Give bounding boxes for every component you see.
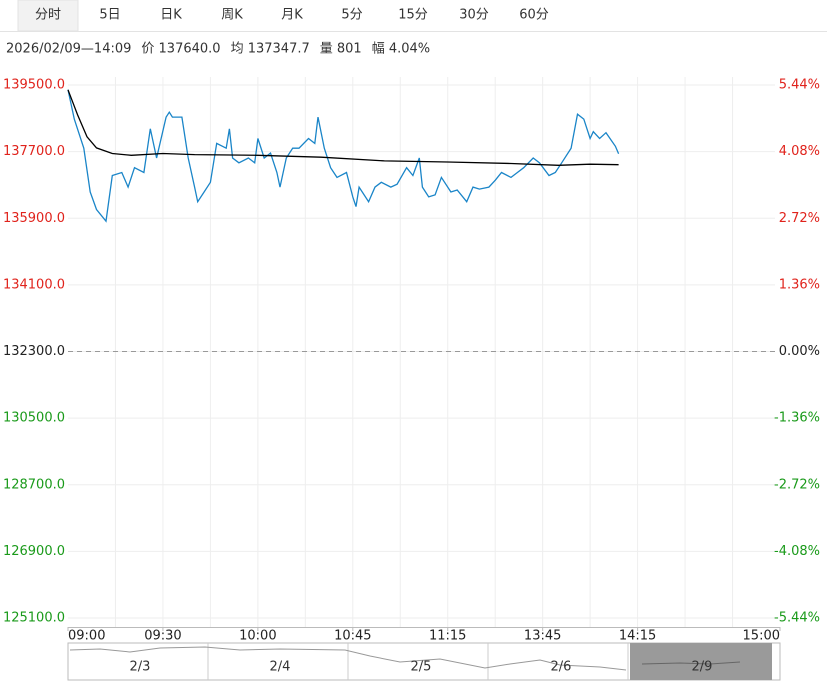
info-item: 幅 4.04% (372, 42, 430, 57)
navigator-selection[interactable] (630, 643, 772, 680)
y2-tick-label: -4.08% (774, 544, 820, 559)
y2-tick-label: 5.44% (779, 78, 820, 93)
active-tab-bg (17, 0, 79, 32)
navigator-label[interactable]: 2/5 (411, 660, 432, 675)
y2-tick-label: -2.72% (774, 477, 820, 492)
x-tick-label: 13:45 (524, 629, 561, 644)
navigator-sparkline (69, 646, 741, 671)
y-tick-label: 137700.0 (3, 144, 65, 159)
y2-tick-label: -1.36% (774, 411, 820, 426)
tab[interactable]: 15分 (398, 8, 428, 23)
tab[interactable]: 60分 (519, 8, 549, 23)
x-tick-label: 11:15 (429, 629, 466, 644)
tab[interactable]: 日K (160, 8, 182, 23)
tab[interactable]: 周K (221, 8, 243, 23)
navigator-label[interactable]: 2/9 (692, 660, 713, 675)
y2-tick-label: -5.44% (774, 611, 820, 626)
info-item: 价 137640.0 (141, 42, 220, 57)
info-item: 量 801 (320, 42, 362, 57)
navigator-label[interactable]: 2/4 (270, 660, 291, 675)
y-tick-label: 125100.0 (3, 611, 65, 626)
x-tick-label: 10:00 (239, 629, 276, 644)
x-tick-label: 15:00 (743, 629, 780, 644)
navigator-label[interactable]: 2/6 (551, 660, 572, 675)
x-tick-label: 09:00 (68, 629, 105, 644)
tab[interactable]: 30分 (459, 8, 489, 23)
y-tick-label: 130500.0 (3, 411, 65, 426)
tab-bar (0, 0, 827, 31)
y-tick-label: 134100.0 (3, 277, 65, 292)
info-item: 2026/02/09—14:09 (6, 42, 131, 57)
tab[interactable]: 月K (281, 8, 303, 23)
y-tick-label: 135900.0 (3, 211, 65, 226)
tab[interactable]: 5日 (99, 8, 120, 23)
price-line (67, 89, 619, 166)
navigator-label[interactable]: 2/3 (130, 660, 151, 675)
y2-tick-label: 1.36% (779, 277, 820, 292)
price-line (67, 89, 620, 223)
info-item: 均 137347.7 (231, 42, 310, 57)
x-tick-label: 10:45 (334, 629, 371, 644)
y2-tick-label: 0.00% (779, 344, 820, 359)
tab[interactable]: 5分 (341, 8, 362, 23)
y2-tick-label: 4.08% (779, 144, 820, 159)
y-tick-label: 126900.0 (3, 544, 65, 559)
y-tick-label: 132300.0 (3, 344, 65, 359)
y2-tick-label: 2.72% (779, 211, 820, 226)
x-tick-label: 14:15 (619, 629, 656, 644)
y-tick-label: 128700.0 (3, 477, 65, 492)
y-tick-label: 139500.0 (3, 78, 65, 93)
tab[interactable]: 分时 (35, 8, 61, 23)
x-tick-label: 09:30 (144, 629, 181, 644)
navigator-dividers (207, 643, 629, 680)
